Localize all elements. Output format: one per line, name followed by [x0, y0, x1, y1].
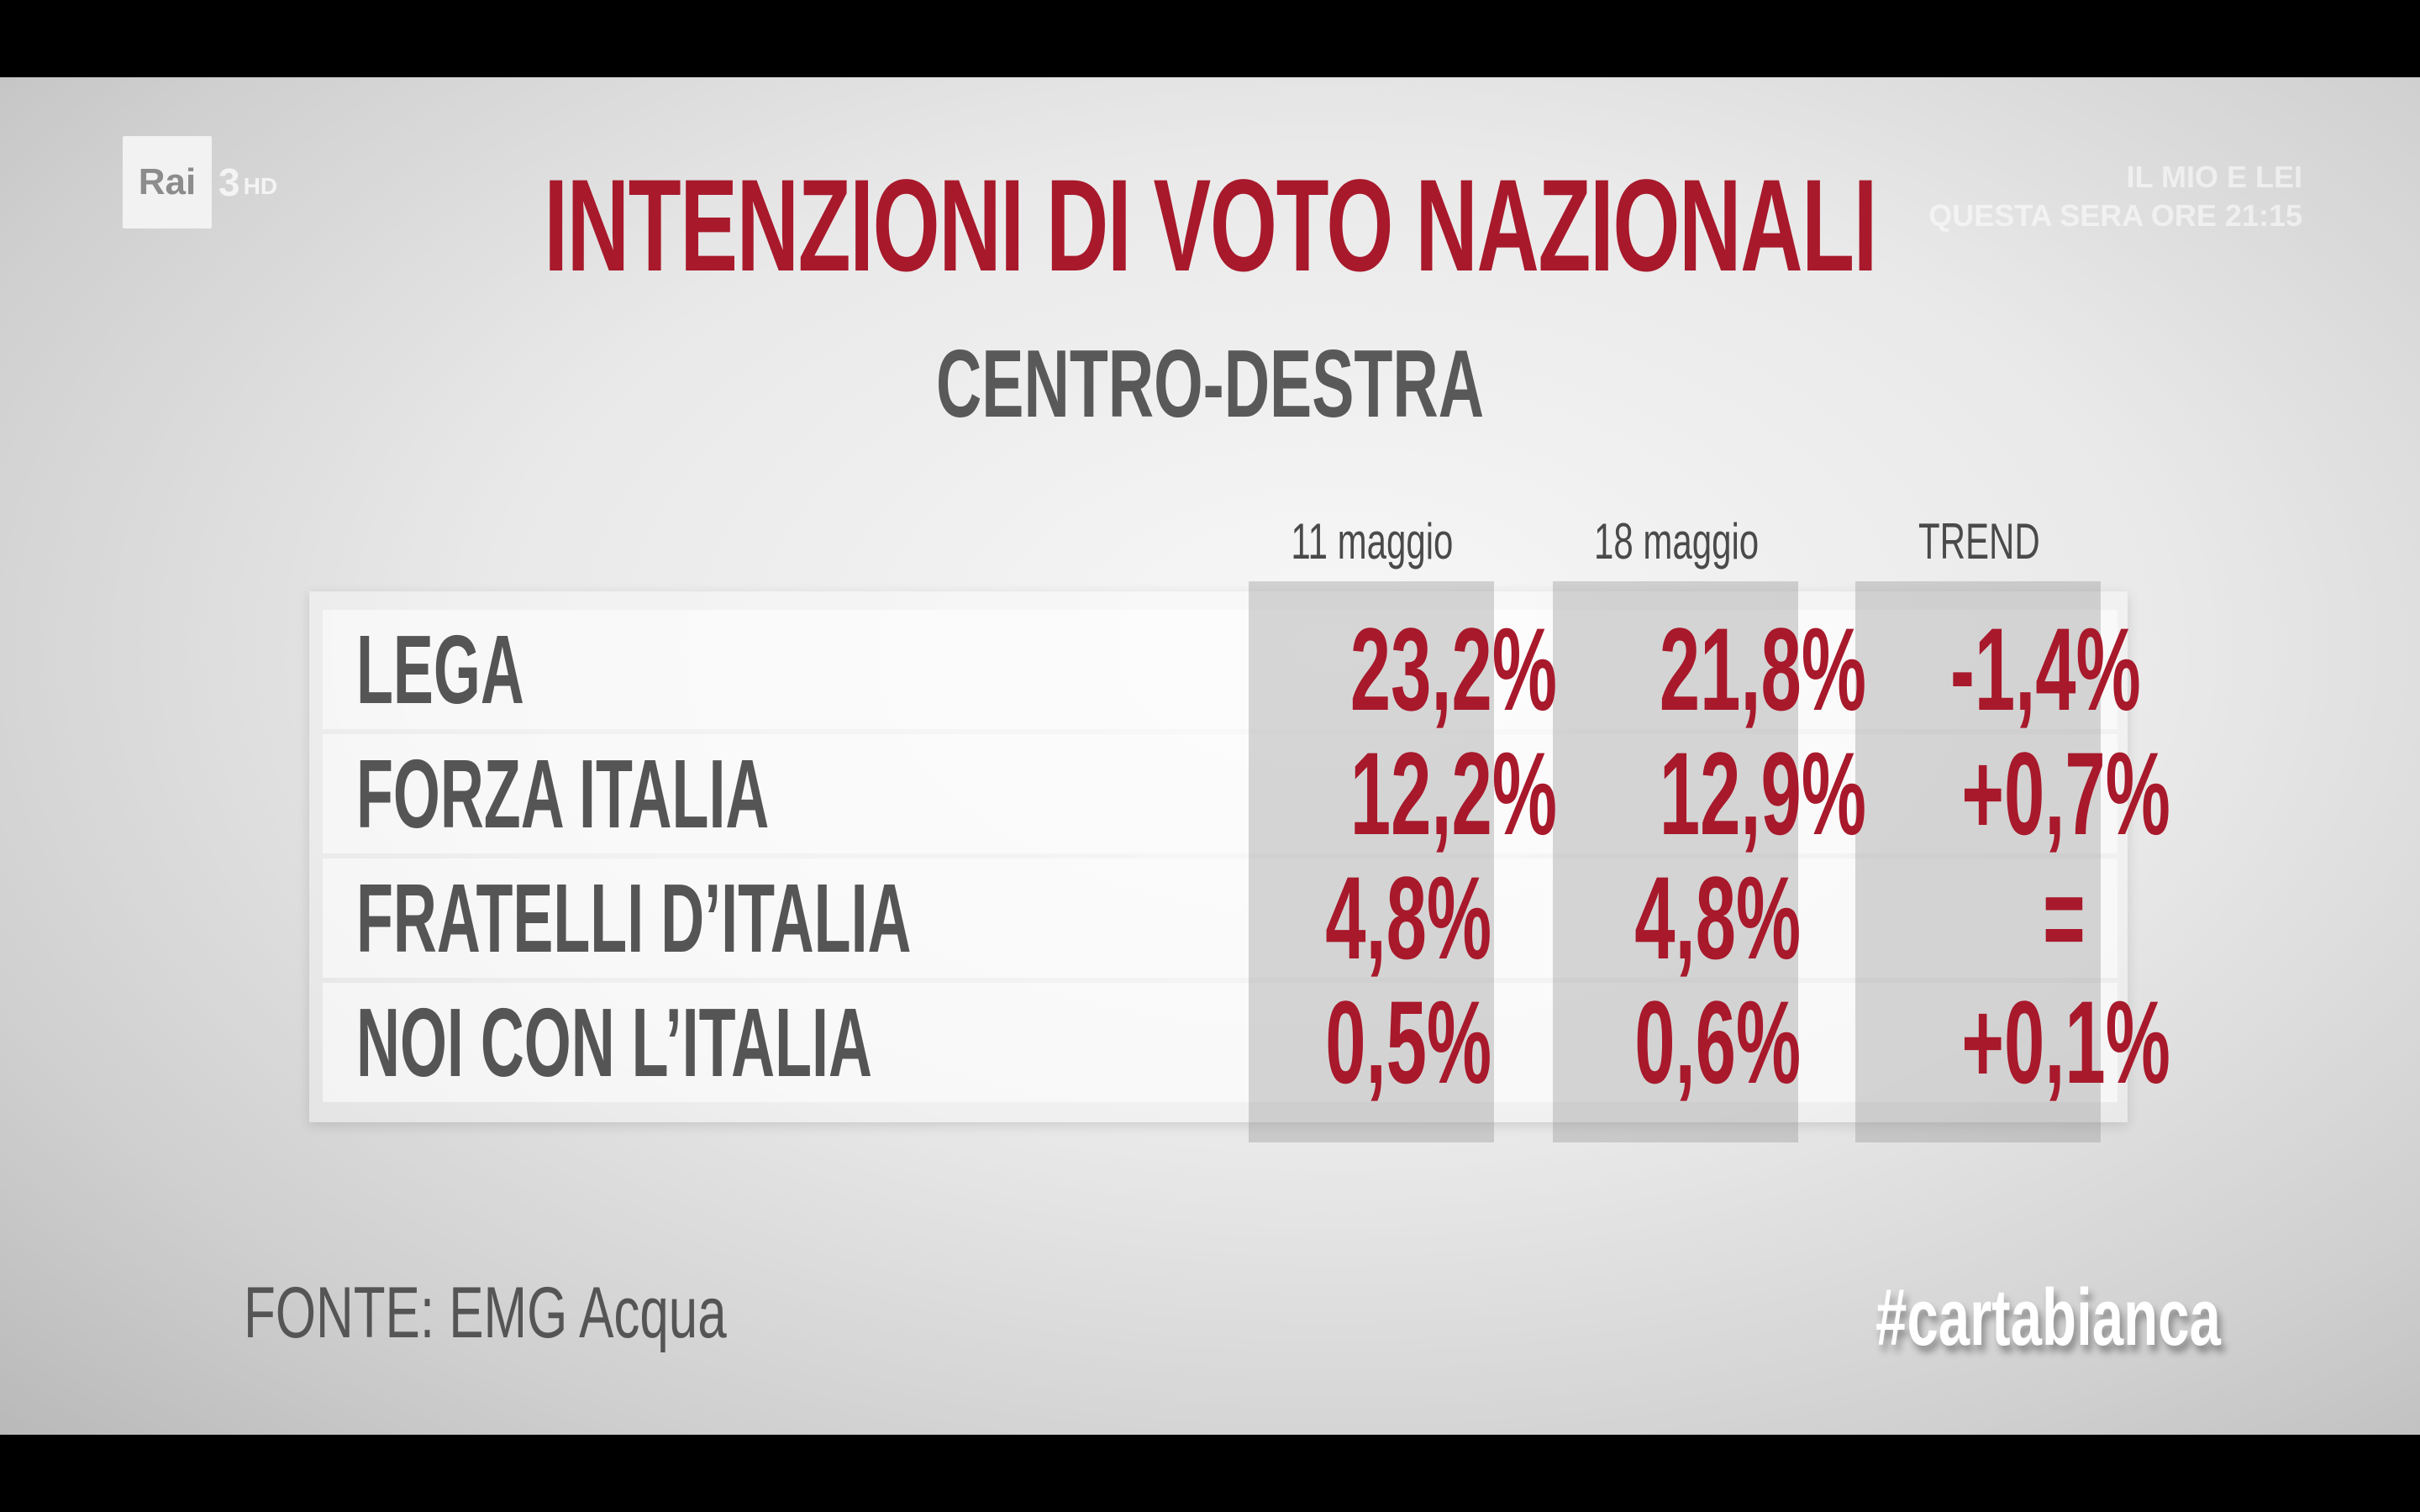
value-fratelli-italia-trend: = — [2043, 852, 2086, 984]
row-label-forza-italia: FORZA ITALIA — [356, 739, 770, 848]
value-noi-con-italia-11-maggio: 0,5% — [1325, 976, 1492, 1108]
value-forza-italia-18-maggio: 12,9% — [1659, 727, 1866, 859]
promo-line-1: IL MIO E LEI — [2126, 160, 2302, 194]
rai-logo-text: Rai — [138, 161, 197, 202]
column-header-11-maggio: 11 maggio — [1291, 513, 1454, 570]
value-lega-trend: -1,4% — [1949, 603, 2141, 735]
value-lega-18-maggio: 21,8% — [1659, 603, 1866, 735]
rai-logo-box: Rai — [123, 136, 212, 228]
column-shade-trend — [1855, 581, 2101, 1142]
source-note: FONTE: EMG Acqua — [244, 1273, 727, 1353]
row-label-lega: LEGA — [356, 615, 524, 724]
chart-title: INTENZIONI DI VOTO NAZIONALI — [0, 151, 2420, 302]
table-row — [323, 610, 2118, 729]
value-fratelli-italia-11-maggio: 4,8% — [1325, 852, 1492, 984]
value-noi-con-italia-trend: +0,1% — [1961, 976, 2170, 1108]
chart-title-text: INTENZIONI DI VOTO NAZIONALI — [544, 153, 1877, 299]
show-hashtag: #cartabianca — [1876, 1273, 2221, 1362]
row-label-noi-con-italia: NOI CON L’ITALIA — [356, 988, 872, 1097]
channel-logo: Rai 3 HD — [123, 136, 277, 228]
column-shade-18-maggio — [1553, 581, 1798, 1142]
channel-number: 3 — [218, 160, 240, 204]
column-shade-11-maggio — [1249, 581, 1494, 1142]
hd-badge: HD — [243, 173, 278, 199]
value-lega-11-maggio: 23,2% — [1349, 603, 1557, 735]
chart-subtitle-text: CENTRO-DESTRA — [935, 331, 1485, 438]
column-header-trend: TREND — [1918, 513, 2040, 570]
table-row — [323, 734, 2118, 853]
value-forza-italia-trend: +0,7% — [1961, 727, 2170, 859]
chart-subtitle: CENTRO-DESTRA — [0, 329, 2420, 439]
value-fratelli-italia-18-maggio: 4,8% — [1634, 852, 1802, 984]
column-header-18-maggio: 18 maggio — [1593, 513, 1760, 570]
broadcast-frame: Rai 3 HD IL MIO E LEI QUESTA SERA ORE 21… — [0, 77, 2420, 1435]
promo-overlay: IL MIO E LEI QUESTA SERA ORE 21:15 — [1928, 158, 2302, 235]
table-row — [323, 983, 2118, 1102]
row-label-fratelli-italia: FRATELLI D’ITALIA — [356, 864, 912, 973]
value-noi-con-italia-18-maggio: 0,6% — [1634, 976, 1802, 1108]
value-forza-italia-11-maggio: 12,2% — [1349, 727, 1557, 859]
table-row — [323, 858, 2118, 978]
promo-line-2: QUESTA SERA ORE 21:15 — [1928, 198, 2302, 233]
